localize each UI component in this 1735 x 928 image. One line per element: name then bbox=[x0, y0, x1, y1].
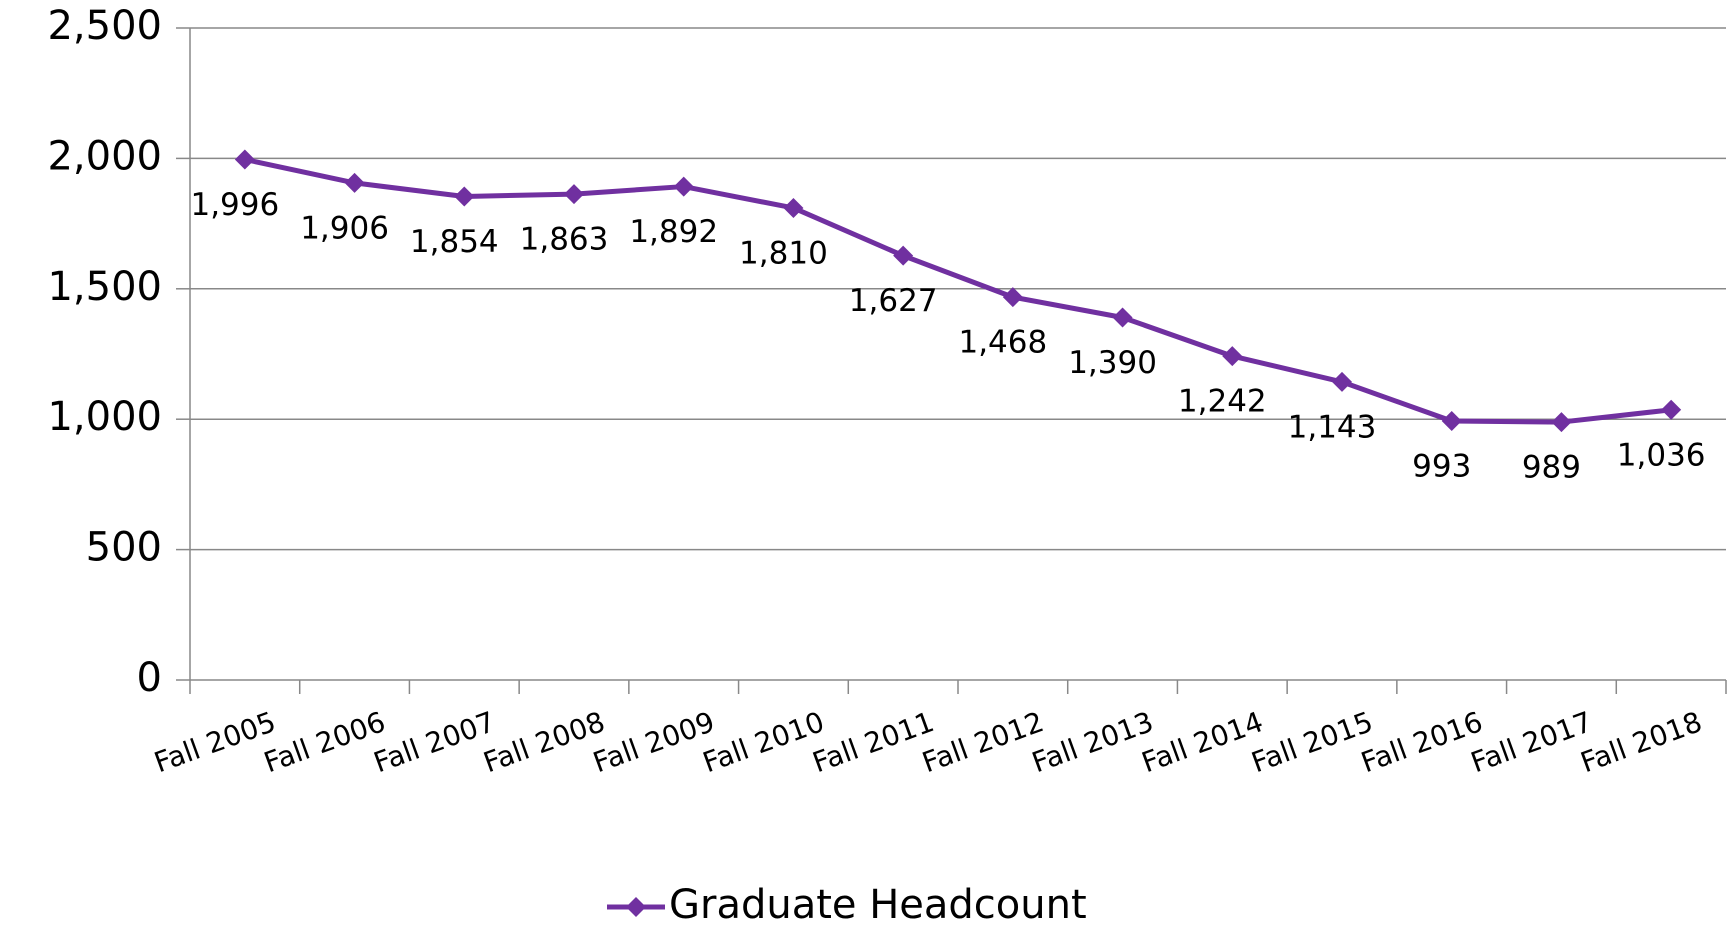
data-label: 1,242 bbox=[1178, 384, 1267, 420]
point-marker bbox=[893, 245, 914, 266]
x-tick-label: Fall 2013 bbox=[1028, 705, 1158, 779]
point-marker bbox=[454, 186, 475, 207]
point-marker bbox=[1332, 371, 1352, 392]
point-marker bbox=[1441, 411, 1462, 432]
data-label: 1,996 bbox=[190, 187, 279, 223]
x-tick-label: Fall 2007 bbox=[369, 705, 499, 779]
data-label: 1,468 bbox=[958, 325, 1047, 361]
point-marker bbox=[1551, 412, 1572, 433]
point-marker bbox=[1661, 399, 1682, 420]
y-tick-label: 1,500 bbox=[47, 264, 162, 310]
data-label: 1,854 bbox=[410, 224, 499, 260]
legend-marker bbox=[626, 897, 646, 917]
x-tick-label: Fall 2006 bbox=[260, 705, 390, 779]
data-label: 1,627 bbox=[849, 283, 938, 319]
data-label: 1,906 bbox=[300, 210, 389, 246]
y-tick-label: 1,000 bbox=[47, 394, 162, 440]
point-marker bbox=[1002, 287, 1023, 308]
y-tick-label: 2,000 bbox=[47, 133, 162, 179]
x-tick-label: Fall 2017 bbox=[1466, 705, 1596, 779]
x-tick-label: Fall 2008 bbox=[479, 705, 609, 779]
y-tick-label: 0 bbox=[137, 655, 162, 701]
data-label: 1,810 bbox=[739, 235, 828, 271]
data-label: 1,036 bbox=[1617, 437, 1706, 473]
point-marker bbox=[234, 149, 255, 170]
x-tick-label: Fall 2011 bbox=[808, 705, 938, 779]
x-tick-label: Fall 2016 bbox=[1357, 705, 1487, 779]
point-marker bbox=[344, 172, 365, 193]
x-tick-label: Fall 2014 bbox=[1137, 705, 1267, 779]
x-tick-label: Fall 2018 bbox=[1576, 705, 1706, 779]
x-tick-label: Fall 2009 bbox=[589, 705, 719, 779]
data-label: 1,863 bbox=[520, 222, 609, 258]
y-tick-label: 2,500 bbox=[47, 3, 162, 49]
data-label: 993 bbox=[1412, 449, 1471, 485]
point-marker bbox=[1222, 346, 1243, 367]
x-tick-label: Fall 2012 bbox=[918, 705, 1048, 779]
y-tick-label: 500 bbox=[86, 525, 162, 571]
x-tick-label: Fall 2005 bbox=[150, 705, 280, 779]
data-label: 1,892 bbox=[629, 214, 718, 250]
data-label: 989 bbox=[1522, 450, 1581, 486]
x-tick-label: Fall 2010 bbox=[698, 705, 828, 779]
point-marker bbox=[1112, 307, 1133, 328]
x-tick-label: Fall 2015 bbox=[1247, 705, 1377, 779]
point-marker bbox=[783, 197, 804, 218]
data-label: 1,390 bbox=[1068, 345, 1157, 381]
data-label: 1,143 bbox=[1288, 409, 1377, 445]
series-line bbox=[244, 156, 1672, 425]
point-marker bbox=[564, 184, 584, 205]
point-marker bbox=[673, 176, 694, 197]
legend-label: Graduate Headcount bbox=[669, 882, 1087, 928]
